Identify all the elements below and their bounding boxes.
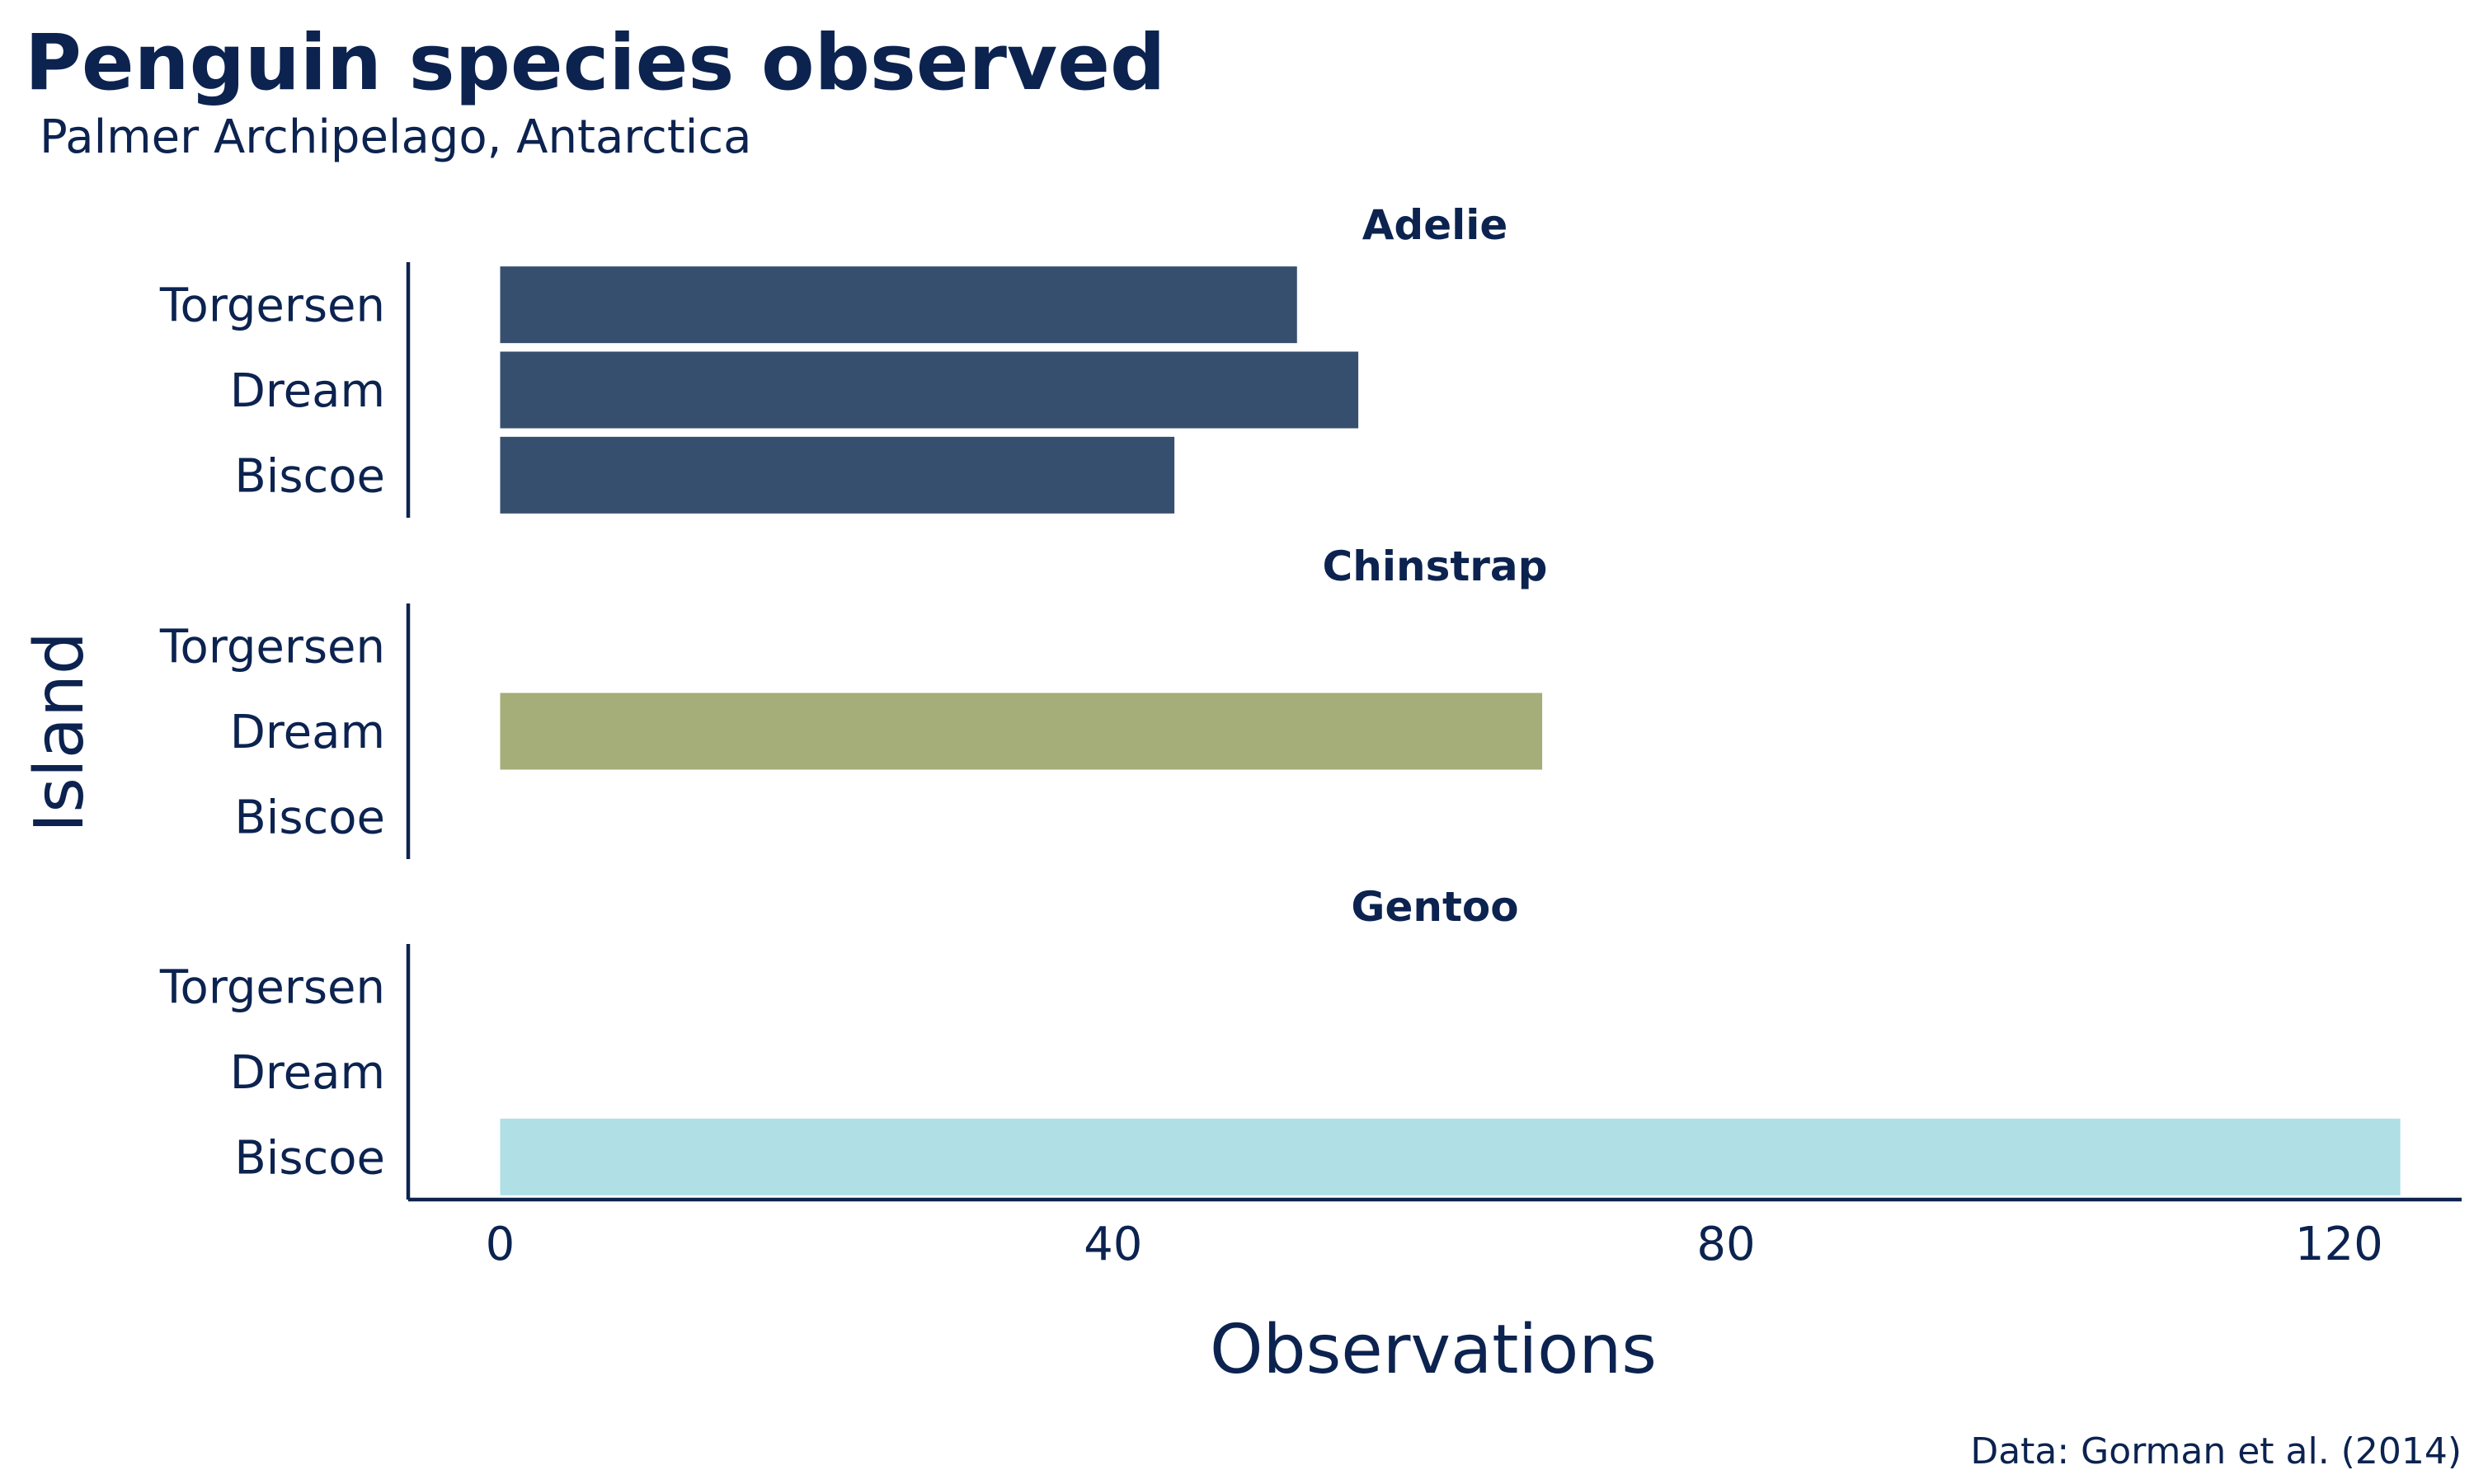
y-tick-label-chinstrap-torgersen: Torgersen (159, 621, 385, 674)
x-tick-label-0: 0 (486, 1218, 515, 1271)
x-tick-label-80: 80 (1696, 1218, 1755, 1271)
y-tick-label-adelie-dream: Dream (230, 364, 385, 418)
x-tick-label-120: 120 (2295, 1218, 2383, 1271)
bar-adelie-dream (500, 351, 1359, 429)
y-tick-label-gentoo-torgersen: Torgersen (159, 961, 385, 1015)
facet-panels: Adelie Torgersen Dream Biscoe Chinstrap Torge… (159, 201, 2401, 1200)
facet-label-adelie: Adelie (1362, 201, 1508, 249)
y-tick-label-adelie-torgersen: Torgersen (159, 279, 385, 333)
facet-chinstrap: Chinstrap Torgersen Dream Biscoe (159, 542, 1548, 859)
chart-subtitle: Palmer Archipelago, Antarctica (40, 110, 751, 164)
y-axis-title: Island (21, 632, 99, 833)
x-axis-title: Observations (1210, 1311, 1657, 1389)
bar-chinstrap-dream (500, 693, 1543, 770)
facet-label-chinstrap: Chinstrap (1323, 542, 1548, 590)
y-tick-label-chinstrap-dream: Dream (230, 706, 385, 759)
facet-label-gentoo: Gentoo (1351, 883, 1518, 931)
bar-adelie-biscoe (500, 436, 1175, 514)
facet-adelie: Adelie Torgersen Dream Biscoe (159, 201, 1507, 518)
x-tick-label-40: 40 (1084, 1218, 1142, 1271)
chart-caption: Data: Gorman et al. (2014) (1970, 1430, 2462, 1472)
chart-title: Penguin species observed (25, 18, 1165, 108)
y-tick-label-gentoo-dream: Dream (230, 1046, 385, 1100)
y-tick-label-adelie-biscoe: Biscoe (234, 449, 385, 503)
y-tick-label-chinstrap-biscoe: Biscoe (234, 791, 385, 844)
x-axis-ticks: 0 40 80 120 (486, 1218, 2383, 1271)
bar-adelie-torgersen (500, 266, 1297, 344)
facet-gentoo: Gentoo Torgersen Dream Biscoe (159, 883, 2401, 1200)
y-tick-label-gentoo-biscoe: Biscoe (234, 1131, 385, 1185)
bar-gentoo-biscoe (500, 1118, 2401, 1195)
